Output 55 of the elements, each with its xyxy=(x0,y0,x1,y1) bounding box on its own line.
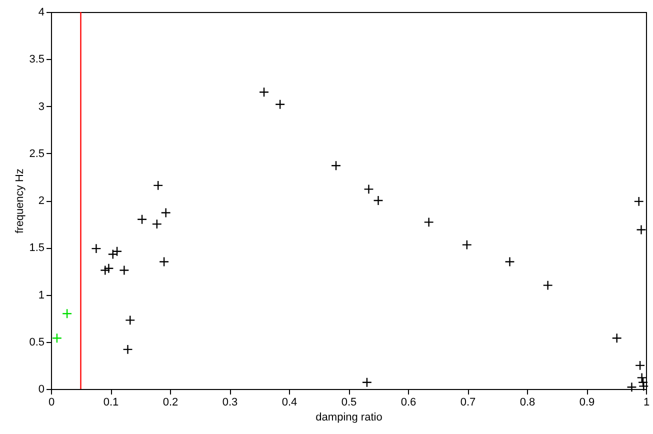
x-tick-label: 1 xyxy=(643,396,650,408)
point xyxy=(330,160,342,171)
point xyxy=(122,344,133,354)
point xyxy=(636,224,646,235)
y-tick-label: 0.5 xyxy=(29,336,44,348)
y-tick-label: 1 xyxy=(38,289,44,302)
point xyxy=(62,308,72,319)
y-axis-title: frequency Hz xyxy=(14,168,26,234)
x-tick-label: 0.3 xyxy=(222,396,238,408)
point xyxy=(91,243,102,254)
point xyxy=(152,218,162,230)
x-tick-label: 0.4 xyxy=(282,396,298,408)
point xyxy=(612,333,622,344)
x-tick-label: 0.8 xyxy=(520,396,536,408)
y-tick-label: 0 xyxy=(38,384,44,396)
y-tick-label: 3 xyxy=(38,100,44,113)
point xyxy=(634,196,644,207)
point xyxy=(362,377,372,388)
x-axis-title: damping ratio xyxy=(316,412,382,424)
y-tick-label: 4 xyxy=(38,6,44,18)
point xyxy=(542,280,553,290)
point xyxy=(158,256,170,267)
point xyxy=(100,265,110,276)
point xyxy=(52,333,62,344)
y-tick-label: 3.5 xyxy=(29,54,44,66)
point xyxy=(153,180,164,190)
point xyxy=(160,208,171,218)
point xyxy=(504,256,515,267)
point xyxy=(112,246,122,256)
point xyxy=(373,195,384,206)
x-tick-label: 0.6 xyxy=(400,396,416,408)
x-tick-label: 0.5 xyxy=(341,396,357,408)
point xyxy=(275,99,286,110)
point xyxy=(119,265,130,276)
point xyxy=(638,377,648,388)
y-tick-label: 2 xyxy=(38,195,44,207)
y-tick-label: 2.5 xyxy=(29,148,44,160)
point xyxy=(136,214,148,224)
point xyxy=(364,184,374,194)
x-tick-label: 0.7 xyxy=(460,396,476,408)
point xyxy=(258,87,270,98)
point xyxy=(108,249,118,260)
y-tick-label: 1.5 xyxy=(29,242,44,254)
point xyxy=(462,240,472,250)
point xyxy=(424,217,434,228)
point xyxy=(636,372,647,383)
point xyxy=(125,315,136,326)
x-tick-label: 0.9 xyxy=(579,396,595,408)
point xyxy=(104,263,114,274)
x-tick-label: 0.2 xyxy=(162,396,178,408)
x-tick-label: 0 xyxy=(48,396,55,408)
x-tick-label: 0.1 xyxy=(103,396,119,408)
point xyxy=(638,381,649,392)
point xyxy=(634,360,646,371)
point xyxy=(626,382,637,392)
